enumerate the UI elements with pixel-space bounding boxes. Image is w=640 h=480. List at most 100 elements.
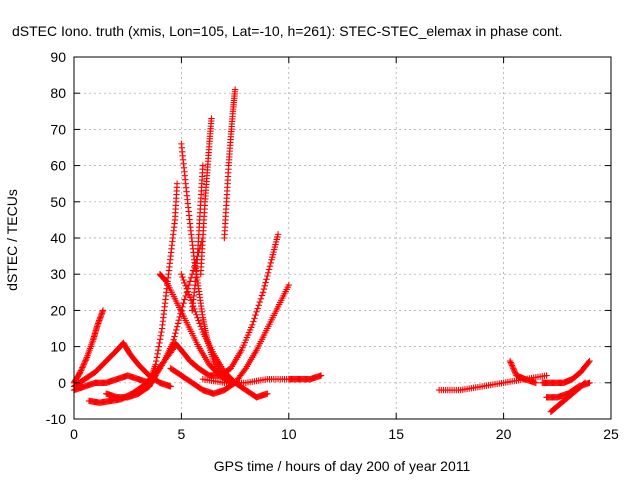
data-point <box>241 366 248 373</box>
series-trace <box>199 372 325 386</box>
data-point <box>511 369 519 376</box>
data-point <box>317 372 325 379</box>
data-point <box>190 302 197 310</box>
y-tick-label: 40 <box>50 230 66 246</box>
data-point <box>508 362 516 369</box>
data-point <box>152 361 159 368</box>
series-trace <box>167 281 292 397</box>
y-tick-label: 90 <box>50 49 66 65</box>
data-point <box>195 317 202 324</box>
data-point <box>510 365 517 372</box>
data-point <box>257 295 265 303</box>
y-tick-label: 80 <box>50 85 66 101</box>
data-point <box>180 276 187 284</box>
data-point <box>263 276 270 283</box>
series-trace <box>435 372 550 394</box>
series-trace <box>547 379 589 415</box>
data-point <box>186 278 194 285</box>
data-point <box>80 361 87 368</box>
data-point <box>187 297 195 304</box>
data-point <box>160 359 167 366</box>
data-point <box>191 305 198 313</box>
data-point <box>183 285 190 292</box>
data-point <box>157 332 164 339</box>
data-point <box>252 311 259 319</box>
data-point <box>174 320 182 327</box>
data-point <box>231 86 239 93</box>
x-tick-label: 5 <box>178 426 186 442</box>
data-point <box>79 364 86 371</box>
data-point <box>264 390 271 397</box>
data-point <box>172 330 179 337</box>
data-point <box>199 162 207 169</box>
data-point <box>182 292 189 300</box>
data-point <box>173 180 181 187</box>
data-point <box>77 368 84 376</box>
data-point <box>194 314 201 321</box>
data-point <box>193 311 200 318</box>
data-point <box>509 363 516 371</box>
x-tick-label: 15 <box>388 426 404 442</box>
data-point <box>182 282 189 289</box>
series-trace <box>188 162 207 314</box>
y-tick-label: 10 <box>50 339 66 355</box>
grid <box>74 57 611 419</box>
series-trace <box>156 271 235 386</box>
data-point <box>173 323 181 330</box>
data-point <box>153 354 161 361</box>
x-tick-label: 25 <box>603 426 619 442</box>
data-point <box>581 380 588 387</box>
x-axis-label: GPS time / hours of day 200 of year 2011 <box>214 458 471 474</box>
data-point <box>171 333 178 340</box>
data-point <box>173 326 180 334</box>
data-point <box>167 383 174 390</box>
data-point <box>81 360 88 367</box>
data-point <box>83 355 90 363</box>
data-point <box>185 281 193 289</box>
series-trace <box>221 86 239 242</box>
data-point <box>532 379 540 386</box>
data-point <box>185 291 193 298</box>
data-point <box>196 320 203 327</box>
data-point <box>158 328 165 336</box>
data-point <box>156 336 164 343</box>
y-tick-label: 0 <box>58 375 66 391</box>
data-point <box>255 302 262 309</box>
data-point <box>154 350 161 358</box>
data-point <box>178 271 185 278</box>
data-point <box>256 298 264 306</box>
data-point <box>274 231 282 238</box>
y-tick-label: 30 <box>50 266 66 282</box>
data-point <box>285 281 292 289</box>
data-point <box>181 279 188 287</box>
data-point <box>77 367 85 374</box>
data-point <box>507 359 514 366</box>
data-point <box>208 115 215 122</box>
series-trace <box>70 372 153 394</box>
data-point <box>258 292 266 299</box>
series-trace <box>506 357 540 386</box>
data-point <box>585 358 592 366</box>
data-point <box>259 289 267 296</box>
data-point <box>582 379 589 386</box>
data-point <box>265 266 273 273</box>
data-point <box>188 299 196 307</box>
data-point <box>161 276 169 284</box>
data-point <box>510 366 518 373</box>
y-tick-label: 70 <box>50 121 66 137</box>
data-point <box>79 362 87 370</box>
data-point <box>249 321 256 329</box>
series-trace <box>197 115 215 278</box>
data-point <box>99 307 107 314</box>
data-point <box>81 358 89 366</box>
x-tick-label: 0 <box>70 426 78 442</box>
y-axis-label: dSTEC / TECUs <box>4 189 20 291</box>
data-point <box>264 269 272 276</box>
data-point <box>260 285 268 293</box>
data-point <box>254 305 261 312</box>
data-point <box>261 282 268 289</box>
chart-title: dSTEC Iono. truth (xmis, Lon=105, Lat=-1… <box>12 23 563 39</box>
data-point <box>176 313 183 321</box>
data-point <box>543 372 550 379</box>
